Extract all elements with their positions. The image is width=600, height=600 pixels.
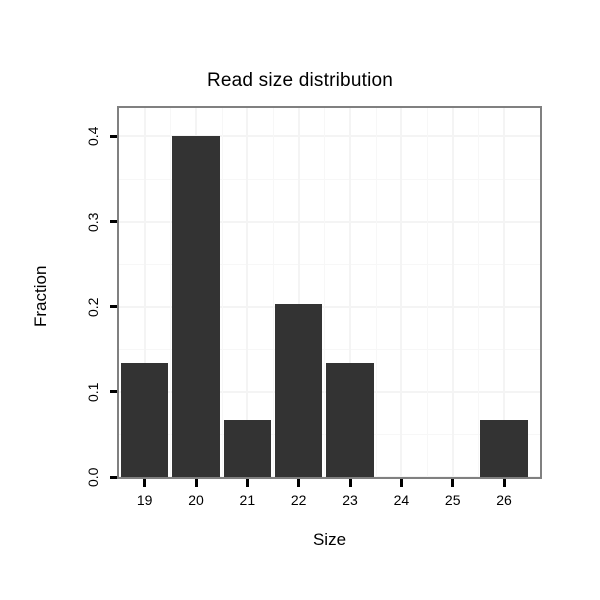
gridline-horizontal-minor <box>119 178 540 180</box>
x-axis-tick-label: 26 <box>496 492 512 508</box>
gridline-vertical-minor <box>375 108 377 477</box>
y-axis-tick <box>110 475 117 479</box>
bar <box>275 303 323 477</box>
x-axis-tick-label: 25 <box>444 492 461 508</box>
x-axis-tick <box>451 479 455 487</box>
x-axis-tick-label: 19 <box>136 492 153 508</box>
y-axis-title: Fraction <box>31 265 50 327</box>
gridline-vertical <box>297 108 300 477</box>
gridline-vertical-minor <box>170 108 172 477</box>
x-axis-tick-label: 23 <box>342 492 358 508</box>
y-axis-tick-label: 0.2 <box>85 296 101 317</box>
y-axis-tick-label: 0.4 <box>85 126 101 147</box>
gridline-vertical <box>503 108 506 477</box>
gridline-horizontal <box>119 135 540 138</box>
x-axis-tick <box>194 479 198 487</box>
chart-title: Read size distribution <box>206 70 394 91</box>
x-axis-tick <box>245 479 249 487</box>
gridline-horizontal-minor <box>119 349 540 351</box>
gridline-vertical-minor <box>427 108 429 477</box>
gridline-vertical <box>349 108 352 477</box>
x-axis-tick <box>502 479 506 487</box>
gridline-vertical <box>143 108 146 477</box>
y-axis-tick <box>110 390 117 394</box>
x-axis-tick <box>297 479 301 487</box>
bar <box>480 420 528 477</box>
y-axis-tick-label: 0.1 <box>85 382 101 402</box>
y-axis-tick-label: 0.3 <box>85 211 101 232</box>
x-axis-tick-label: 21 <box>239 492 256 508</box>
gridline-vertical <box>246 108 249 477</box>
x-axis-title: Size <box>312 530 347 549</box>
gridline-vertical <box>451 108 454 477</box>
x-axis-tick <box>348 479 352 487</box>
bar <box>121 363 169 477</box>
x-axis-tick <box>399 479 403 487</box>
y-axis-tick <box>110 220 117 224</box>
x-axis-tick-label: 20 <box>188 492 204 508</box>
gridline-vertical-minor <box>273 108 275 477</box>
gridline-vertical-minor <box>478 108 480 477</box>
gridline-vertical-minor <box>221 108 223 477</box>
gridline-horizontal-minor <box>119 264 540 266</box>
plot-area <box>119 108 540 477</box>
x-axis-tick-label: 24 <box>393 492 410 508</box>
y-axis-tick <box>110 305 117 309</box>
gridline-vertical <box>400 108 403 477</box>
plot-panel <box>117 106 542 479</box>
x-axis-tick <box>143 479 147 487</box>
x-axis-tick-label: 22 <box>290 492 307 508</box>
bar <box>172 136 220 477</box>
gridline-horizontal <box>119 220 540 223</box>
gridline-horizontal <box>119 305 540 308</box>
y-axis-tick-label: 0.0 <box>85 467 101 487</box>
gridline-vertical-minor <box>324 108 326 477</box>
bar <box>223 420 271 477</box>
y-axis-tick <box>110 134 117 138</box>
bar <box>326 363 374 477</box>
